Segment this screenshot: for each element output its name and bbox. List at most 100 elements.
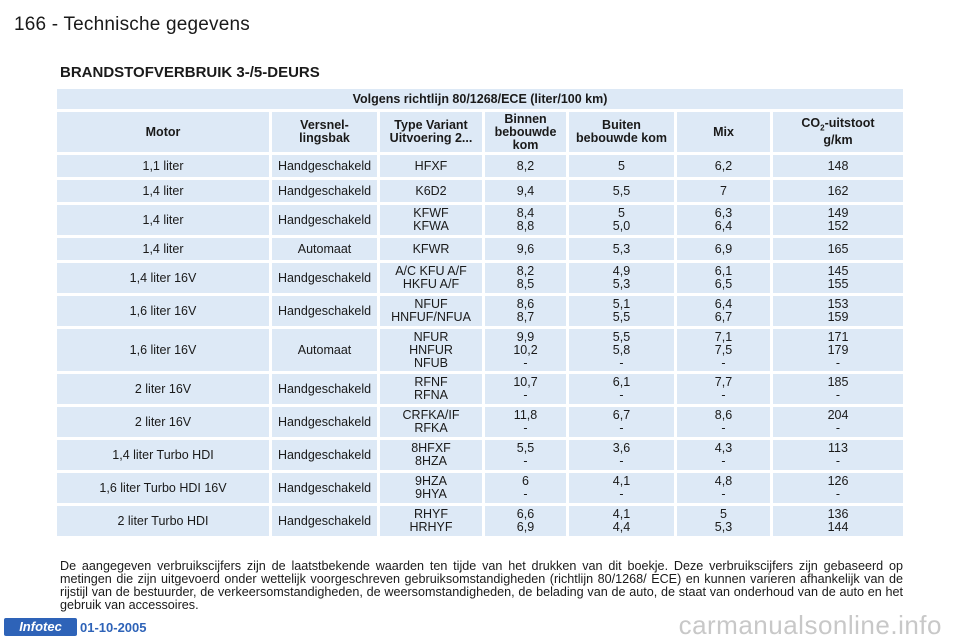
mix-cell: 6,3 6,4 xyxy=(677,205,773,235)
table-row: 1,4 liter 16V Handgeschakeld A/C KFU A/F H… xyxy=(57,263,904,293)
extra-urban-cell: 4,1 4,4 xyxy=(569,506,677,536)
mix-cell: 6,9 xyxy=(677,238,773,260)
col-header-type: Type Variant Uitvoering 2... xyxy=(380,112,485,152)
motor-cell: 1,4 liter Turbo HDI xyxy=(57,440,272,470)
urban-cell: 5,5 - xyxy=(485,440,569,470)
extra-urban-cell: 5 5,0 xyxy=(569,205,677,235)
transmission-cell: Handgeschakeld xyxy=(272,506,380,536)
co2-cell: 145 155 xyxy=(773,263,904,293)
table-row: 1,4 liter Turbo HDI Handgeschakeld 8HFXF 8… xyxy=(57,440,904,470)
urban-cell: 11,8 - xyxy=(485,407,569,437)
mix-cell: 4,3 - xyxy=(677,440,773,470)
co2-cell: 171 179 - xyxy=(773,329,904,371)
transmission-cell: Automaat xyxy=(272,238,380,260)
extra-urban-cell: 5 xyxy=(569,155,677,177)
mix-cell: 8,6 - xyxy=(677,407,773,437)
co2-cell: 113 - xyxy=(773,440,904,470)
co2-cell: 148 xyxy=(773,155,904,177)
transmission-cell: Handgeschakeld xyxy=(272,155,380,177)
motor-cell: 1,4 liter xyxy=(57,238,272,260)
urban-cell: 9,9 10,2 - xyxy=(485,329,569,371)
type-cell: RHYF HRHYF xyxy=(380,506,485,536)
co2-cell: 165 xyxy=(773,238,904,260)
co2-cell: 162 xyxy=(773,180,904,202)
table-row: 1,6 liter Turbo HDI 16V Handgeschakeld 9HZ… xyxy=(57,473,904,503)
urban-cell: 6,6 6,9 xyxy=(485,506,569,536)
extra-urban-cell: 6,7 - xyxy=(569,407,677,437)
extra-urban-cell: 4,9 5,3 xyxy=(569,263,677,293)
urban-cell: 8,6 8,7 xyxy=(485,296,569,326)
mix-cell: 5 5,3 xyxy=(677,506,773,536)
extra-urban-cell: 4,1 - xyxy=(569,473,677,503)
urban-cell: 9,6 xyxy=(485,238,569,260)
transmission-cell: Handgeschakeld xyxy=(272,440,380,470)
extra-urban-cell: 5,1 5,5 xyxy=(569,296,677,326)
motor-cell: 1,4 liter xyxy=(57,205,272,235)
col-header-extra-urban: Buiten bebouwde kom xyxy=(569,112,677,152)
extra-urban-cell: 6,1 - xyxy=(569,374,677,404)
transmission-cell: Handgeschakeld xyxy=(272,473,380,503)
motor-cell: 1,6 liter 16V xyxy=(57,296,272,326)
co2-suffix: -uitstoot g/km xyxy=(823,115,875,148)
co2-cell: 204 - xyxy=(773,407,904,437)
urban-cell: 8,2 xyxy=(485,155,569,177)
co2-cell: 185 - xyxy=(773,374,904,404)
transmission-cell: Handgeschakeld xyxy=(272,205,380,235)
co2-cell: 153 159 xyxy=(773,296,904,326)
table-row: 2 liter 16V Handgeschakeld RFNF RFNA 10,7 -… xyxy=(57,374,904,404)
type-cell: HFXF xyxy=(380,155,485,177)
urban-cell: 6 - xyxy=(485,473,569,503)
motor-cell: 1,6 liter Turbo HDI 16V xyxy=(57,473,272,503)
table-row: 2 liter Turbo HDI Handgeschakeld RHYF HRHY… xyxy=(57,506,904,536)
motor-cell: 1,6 liter 16V xyxy=(57,329,272,371)
urban-cell: 10,7 - xyxy=(485,374,569,404)
type-cell: K6D2 xyxy=(380,180,485,202)
footnote: De aangegeven verbruikscijfers zijn de l… xyxy=(60,559,903,612)
extra-urban-cell: 5,5 5,8 - xyxy=(569,329,677,371)
table-row: 1,4 liter Automaat KFWR 9,6 5,3 6,9 165 xyxy=(57,238,904,260)
page-header: 166 - Technische gegevens xyxy=(14,14,250,35)
extra-urban-cell: 5,5 xyxy=(569,180,677,202)
table-caption: Volgens richtlijn 80/1268/ECE (liter/100… xyxy=(57,89,904,109)
col-header-urban: Binnen bebouwde kom xyxy=(485,112,569,152)
table-caption-row: Volgens richtlijn 80/1268/ECE (liter/100… xyxy=(57,89,904,109)
transmission-cell: Handgeschakeld xyxy=(272,407,380,437)
table-row: 1,1 liter Handgeschakeld HFXF 8,2 5 6,2 148 xyxy=(57,155,904,177)
motor-cell: 1,4 liter xyxy=(57,180,272,202)
extra-urban-cell: 5,3 xyxy=(569,238,677,260)
extra-urban-cell: 3,6 - xyxy=(569,440,677,470)
mix-cell: 6,4 6,7 xyxy=(677,296,773,326)
mix-cell: 4,8 - xyxy=(677,473,773,503)
mix-cell: 7,1 7,5 - xyxy=(677,329,773,371)
table-row: 1,6 liter 16V Automaat NFUR HNFUR NFUB 9,9 … xyxy=(57,329,904,371)
mix-cell: 6,1 6,5 xyxy=(677,263,773,293)
co2-subscript: 2 xyxy=(820,123,825,133)
table-row: 1,6 liter 16V Handgeschakeld NFUF HNFUF/NF… xyxy=(57,296,904,326)
mix-cell: 7 xyxy=(677,180,773,202)
motor-cell: 1,1 liter xyxy=(57,155,272,177)
infotec-badge: Infotec xyxy=(4,618,77,636)
type-cell: KFWR xyxy=(380,238,485,260)
footer-date: 01-10-2005 xyxy=(80,620,147,635)
col-header-motor: Motor xyxy=(57,112,272,152)
urban-cell: 9,4 xyxy=(485,180,569,202)
mix-cell: 7,7 - xyxy=(677,374,773,404)
table-header-row: Motor Versnel- lingsbak Type Variant Uit… xyxy=(57,112,904,152)
motor-cell: 2 liter 16V xyxy=(57,407,272,437)
watermark: carmanualsonline.info xyxy=(678,610,942,640)
motor-cell: 2 liter Turbo HDI xyxy=(57,506,272,536)
col-header-co2: CO2-uitstoot g/km xyxy=(773,112,904,152)
type-cell: RFNF RFNA xyxy=(380,374,485,404)
transmission-cell: Handgeschakeld xyxy=(272,296,380,326)
type-cell: CRFKA/IF RFKA xyxy=(380,407,485,437)
urban-cell: 8,2 8,5 xyxy=(485,263,569,293)
type-cell: 9HZA 9HYA xyxy=(380,473,485,503)
type-cell: KFWF KFWA xyxy=(380,205,485,235)
co2-prefix: CO xyxy=(801,115,821,130)
motor-cell: 2 liter 16V xyxy=(57,374,272,404)
transmission-cell: Handgeschakeld xyxy=(272,180,380,202)
co2-cell: 136 144 xyxy=(773,506,904,536)
transmission-cell: Handgeschakeld xyxy=(272,263,380,293)
motor-cell: 1,4 liter 16V xyxy=(57,263,272,293)
mix-cell: 6,2 xyxy=(677,155,773,177)
